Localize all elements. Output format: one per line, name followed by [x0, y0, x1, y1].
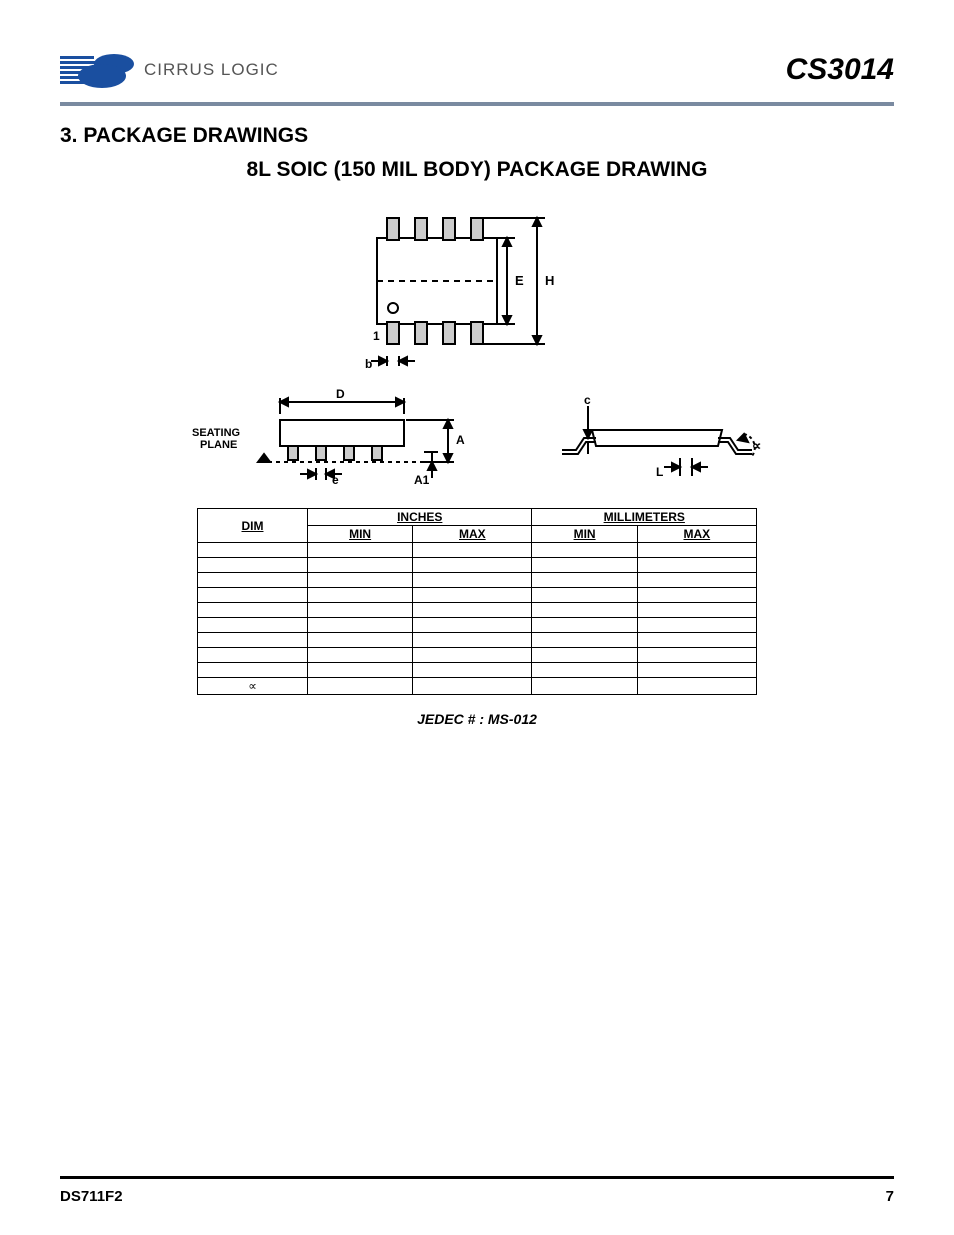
label-e: e: [332, 473, 339, 487]
table-cell: [308, 588, 413, 603]
label-seating-1: SEATING: [192, 427, 240, 439]
label-A: A: [456, 433, 465, 447]
table-cell: [637, 678, 756, 695]
col-group-mm: MILLIMETERS: [532, 509, 757, 526]
label-alpha: ∝: [752, 438, 761, 453]
dimensions-table: DIM INCHES MILLIMETERS MIN MAX MIN MAX ∝: [197, 508, 757, 695]
label-H: H: [545, 273, 554, 288]
drawings-container: E H 1 b: [60, 200, 894, 494]
table-cell: [637, 633, 756, 648]
label-seating-2: PLANE: [200, 439, 237, 451]
table-cell: [637, 648, 756, 663]
table-cell: [198, 573, 308, 588]
table-cell: [308, 663, 413, 678]
table-cell: [308, 573, 413, 588]
table-cell: [532, 573, 637, 588]
table-row: [198, 573, 757, 588]
table-cell: [413, 678, 532, 695]
table-cell: [413, 663, 532, 678]
col-mm-max: MAX: [637, 526, 756, 543]
jedec-note: JEDEC # : MS-012: [60, 711, 894, 727]
table-cell: [413, 603, 532, 618]
table-row: [198, 663, 757, 678]
table-cell: [198, 618, 308, 633]
footer-rule: [60, 1176, 894, 1179]
col-in-min: MIN: [308, 526, 413, 543]
cirrus-logo-icon: [60, 46, 140, 94]
section-heading: 3. PACKAGE DRAWINGS: [60, 124, 894, 148]
table-cell: [198, 633, 308, 648]
logo: CIRRUS LOGIC: [60, 46, 279, 94]
page-header: CIRRUS LOGIC CS3014: [60, 40, 894, 100]
table-cell: [198, 603, 308, 618]
table-cell: [198, 558, 308, 573]
table-row: [198, 633, 757, 648]
table-cell: [637, 558, 756, 573]
label-c: c: [584, 394, 591, 407]
label-A1: A1: [414, 473, 430, 487]
header-rule: [60, 102, 894, 106]
package-end-view: c L ∝: [552, 394, 762, 494]
table-row: [198, 588, 757, 603]
table-cell: ∝: [198, 678, 308, 695]
table-cell: [308, 618, 413, 633]
table-cell: [413, 588, 532, 603]
table-row: [198, 648, 757, 663]
table-cell: [308, 678, 413, 695]
page-number: 7: [886, 1188, 894, 1205]
package-top-view: E H 1 b: [347, 200, 607, 370]
table-cell: [532, 663, 637, 678]
table-cell: [637, 663, 756, 678]
drawing-title: 8L SOIC (150 MIL BODY) PACKAGE DRAWING: [60, 158, 894, 182]
label-E: E: [515, 273, 524, 288]
table-row: [198, 618, 757, 633]
label-D: D: [336, 387, 345, 401]
table-cell: [637, 603, 756, 618]
table-cell: [308, 633, 413, 648]
table-row: [198, 558, 757, 573]
table-row: [198, 603, 757, 618]
page-footer: DS711F2 7: [60, 1188, 894, 1205]
part-number: CS3014: [786, 53, 894, 87]
table-cell: [532, 603, 637, 618]
table-row: ∝: [198, 678, 757, 695]
table-cell: [532, 588, 637, 603]
table-cell: [413, 573, 532, 588]
table-cell: [198, 588, 308, 603]
table-cell: [637, 573, 756, 588]
table-cell: [413, 648, 532, 663]
label-L: L: [656, 465, 663, 479]
doc-id: DS711F2: [60, 1188, 123, 1205]
package-side-view: D SEATING PLANE e A A1: [192, 384, 492, 494]
table-cell: [637, 618, 756, 633]
label-b: b: [365, 357, 372, 370]
col-in-max: MAX: [413, 526, 532, 543]
logo-text: CIRRUS LOGIC: [144, 60, 279, 80]
table-cell: [532, 678, 637, 695]
table-cell: [413, 633, 532, 648]
table-cell: [198, 543, 308, 558]
table-cell: [308, 648, 413, 663]
table-cell: [308, 603, 413, 618]
table-cell: [532, 633, 637, 648]
table-cell: [413, 618, 532, 633]
table-cell: [308, 543, 413, 558]
table-cell: [532, 648, 637, 663]
table-cell: [413, 558, 532, 573]
col-mm-min: MIN: [532, 526, 637, 543]
table-cell: [198, 648, 308, 663]
table-cell: [308, 558, 413, 573]
label-pin1: 1: [373, 329, 380, 343]
table-row: [198, 543, 757, 558]
table-cell: [637, 588, 756, 603]
col-group-inches: INCHES: [308, 509, 532, 526]
table-cell: [413, 543, 532, 558]
table-cell: [532, 558, 637, 573]
table-cell: [532, 618, 637, 633]
table-cell: [637, 543, 756, 558]
table-cell: [532, 543, 637, 558]
col-dim: DIM: [198, 509, 308, 543]
table-cell: [198, 663, 308, 678]
